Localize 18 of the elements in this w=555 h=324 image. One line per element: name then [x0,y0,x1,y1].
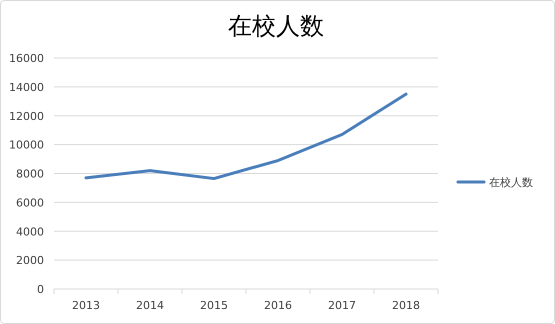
x-tick-label: 2016 [264,299,292,312]
y-tick-label: 0 [37,283,44,296]
y-tick-label: 10000 [9,138,44,152]
y-tick-label: 14000 [9,80,44,94]
y-tick-label: 2000 [16,254,44,268]
y-tick-label: 4000 [16,225,44,238]
y-tick-label: 16000 [9,52,44,65]
x-tick-label: 2015 [200,299,228,312]
y-tick-label: 12000 [9,110,44,123]
y-tick-label: 8000 [16,168,44,180]
x-tick-label: 2017 [328,299,356,312]
x-tick-label: 2013 [72,299,100,312]
line-series [84,92,408,180]
x-tick-label: 2014 [136,299,164,312]
y-tick-label: 6000 [16,196,44,210]
legend-label: 在校人数 [489,176,533,189]
x-tick-label: 2018 [392,299,420,312]
chart-title: 在校人数 [228,12,324,40]
